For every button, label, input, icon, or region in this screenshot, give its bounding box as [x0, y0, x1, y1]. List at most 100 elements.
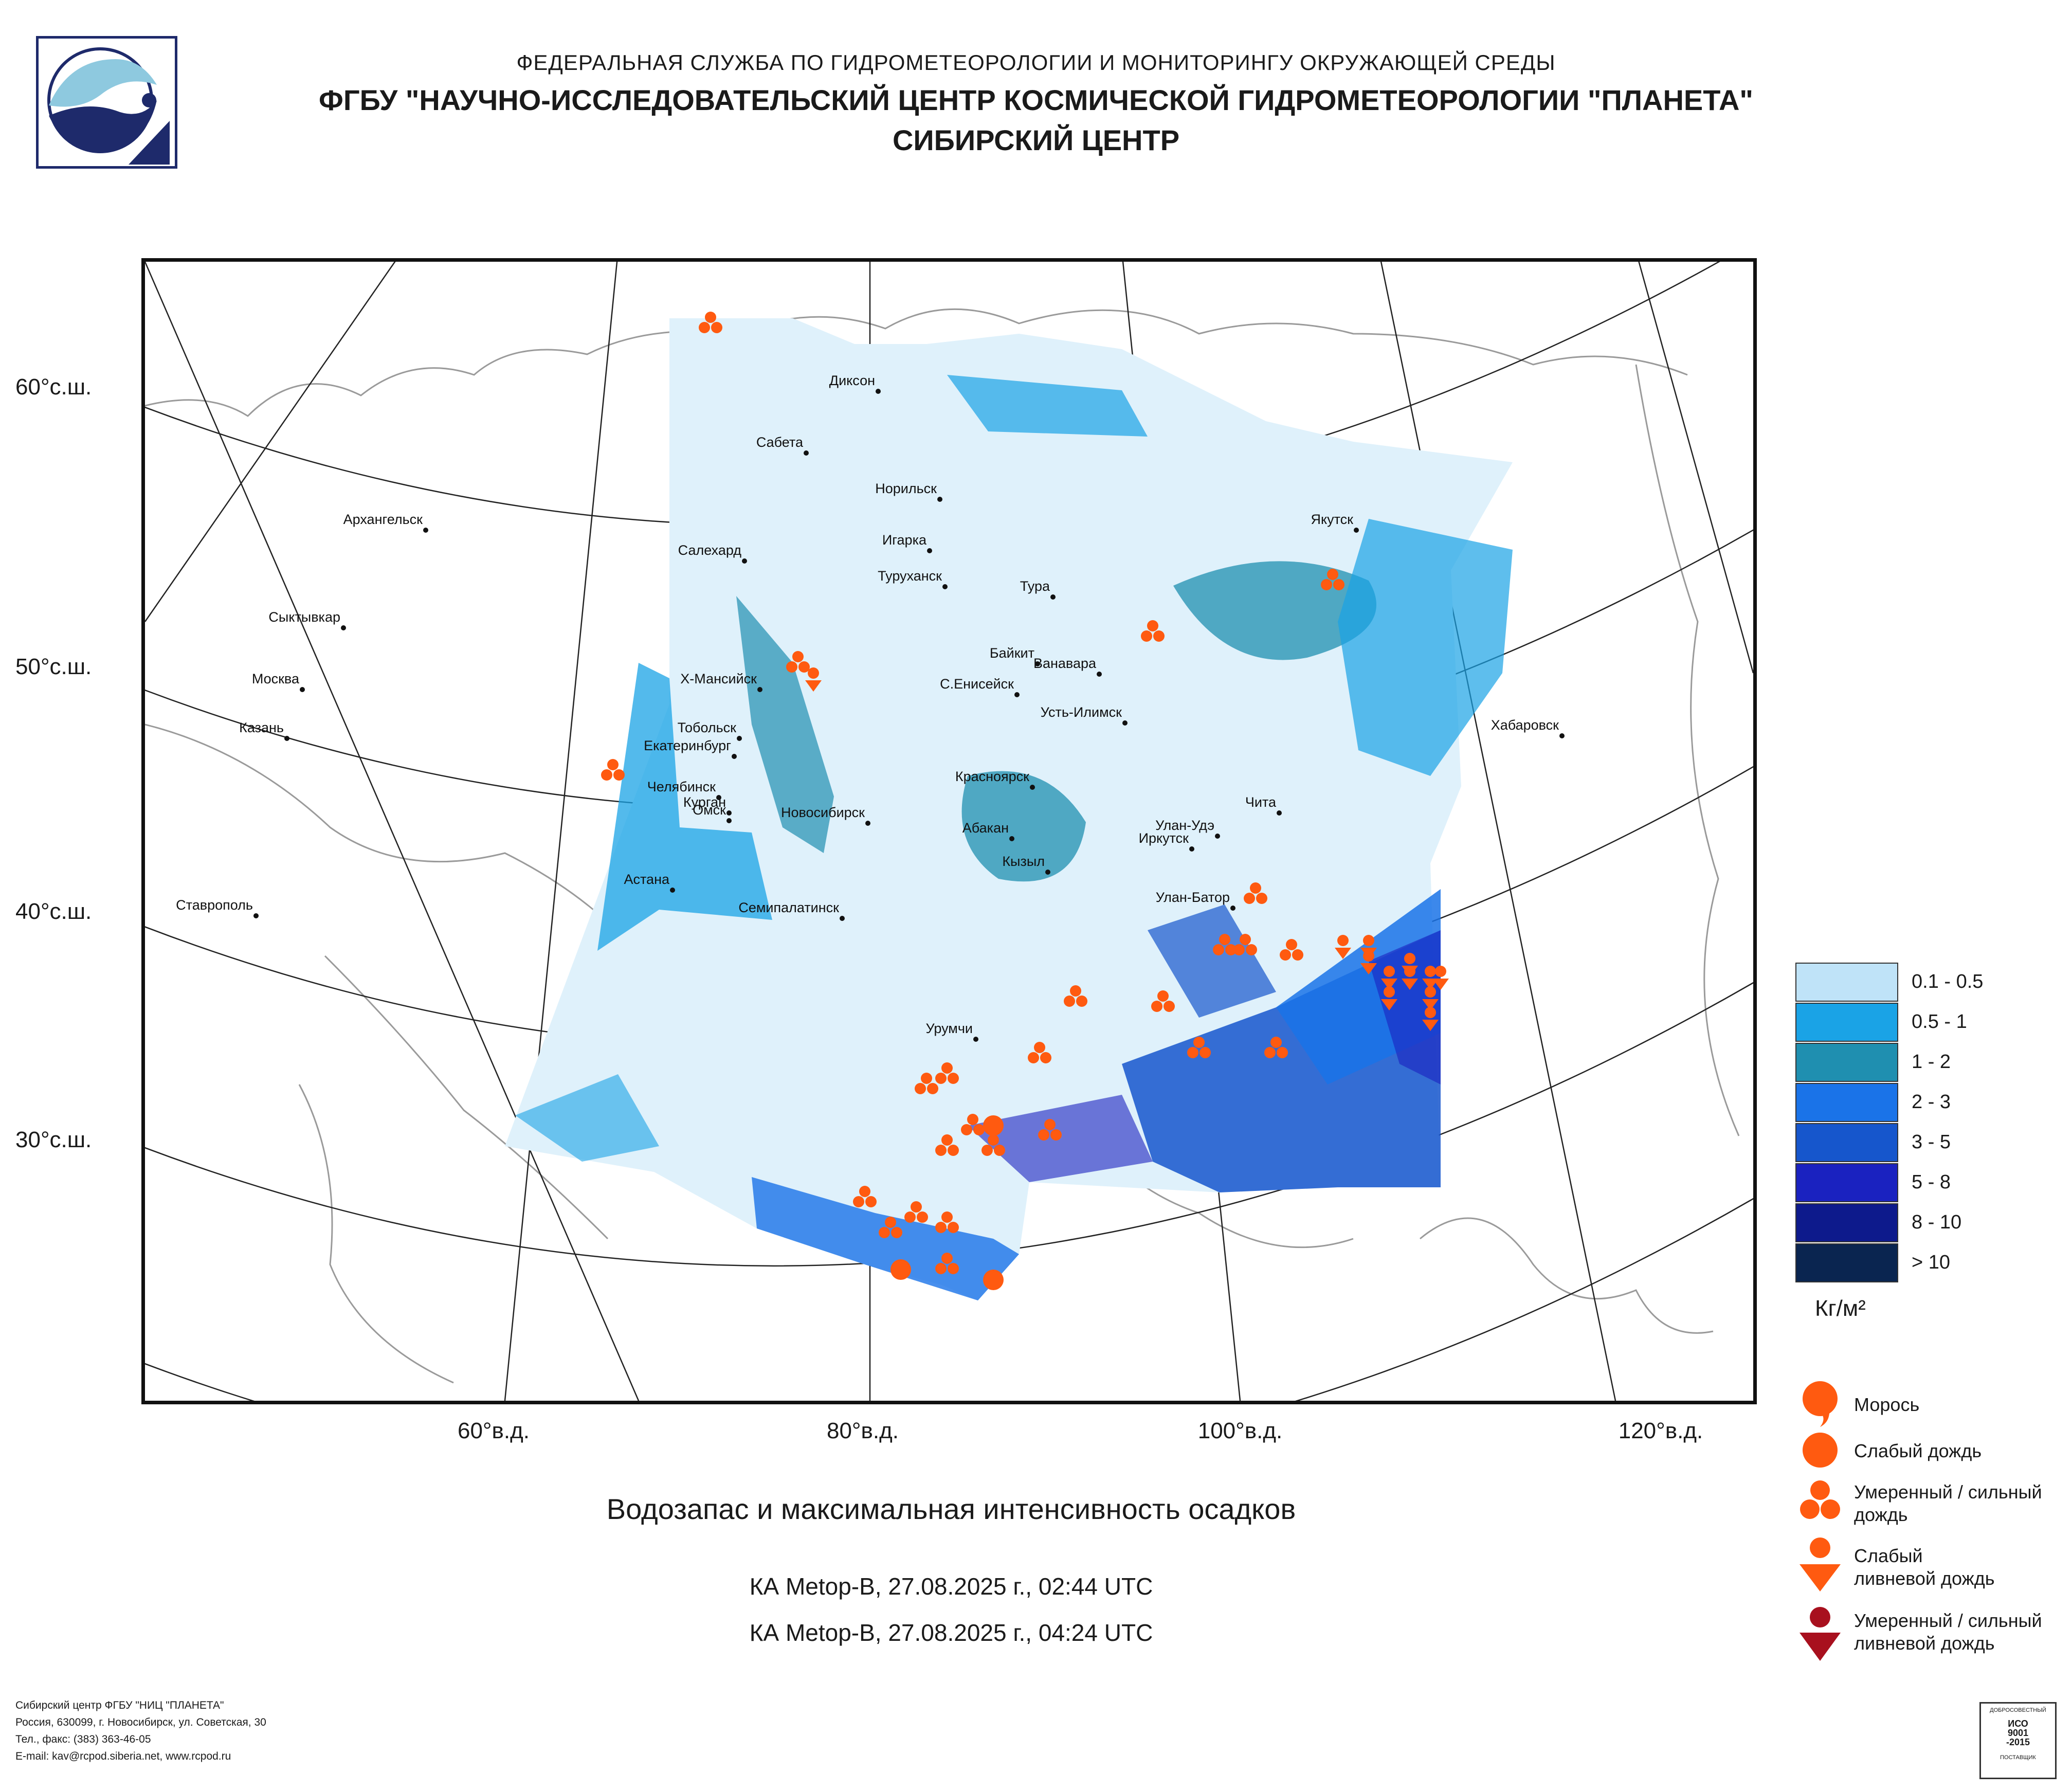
rain-symbol: [1199, 1047, 1211, 1058]
city-label: С.Енисейск: [940, 676, 1014, 692]
shower-symbol: [1402, 979, 1418, 990]
city-label: Х-Мансийск: [680, 671, 757, 686]
rain-symbol: [1034, 1042, 1045, 1053]
city-dot: [865, 821, 870, 826]
city-dot: [1354, 528, 1359, 533]
rain-symbol: [941, 1211, 953, 1223]
city-label: Тобольск: [678, 720, 737, 735]
satellite-pass-2: КА Metop-B, 27.08.2025 г., 04:24 UTC: [749, 1619, 1153, 1646]
rain-symbol: [1292, 949, 1303, 961]
rain-symbol: [904, 1211, 916, 1223]
city-dot: [804, 450, 809, 456]
city-label: Хабаровск: [1491, 717, 1559, 733]
rain-symbol: [1219, 934, 1230, 945]
city-dot: [1230, 906, 1235, 911]
city-dot: [757, 687, 762, 692]
city-label: Чита: [1245, 794, 1277, 810]
rain-symbol: [1070, 985, 1081, 997]
rain-symbol: [1187, 1047, 1198, 1058]
shower-symbol: [1435, 966, 1446, 977]
legend-moderate-rain: Умеренный / сильный дождь: [1854, 1481, 2042, 1525]
rain-symbol: [1280, 949, 1291, 961]
light-rain-symbol: [983, 1115, 1004, 1136]
city-label: Ванавара: [1033, 656, 1097, 671]
rain-symbol: [865, 1196, 877, 1207]
legend-range-label: 2 - 3: [1912, 1091, 1951, 1113]
rain-symbol: [948, 1145, 959, 1156]
lat-label-50: 50°с.ш.: [15, 654, 92, 679]
map-title: Водозапас и максимальная интенсивность о…: [606, 1493, 1296, 1525]
rain-symbol: [1327, 569, 1338, 580]
rain-symbol: [1044, 1119, 1056, 1130]
rain-symbol: [1286, 939, 1297, 950]
city-label: Игарка: [882, 532, 927, 548]
legend-unit: Кг/м²: [1815, 1296, 1866, 1321]
legend-swatch: [1795, 1203, 1898, 1242]
rain-symbol: [917, 1211, 928, 1223]
shower-symbol: [1425, 1007, 1436, 1018]
rain-symbol: [1076, 996, 1087, 1007]
legend-swatch: [1795, 1163, 1898, 1202]
city-dot: [1035, 661, 1040, 666]
city-label: Сыктывкар: [268, 609, 340, 625]
rain-symbol: [935, 1263, 947, 1274]
rain-symbol: [948, 1263, 959, 1274]
rain-symbol: [982, 1145, 993, 1156]
city-dot: [670, 888, 675, 893]
legend-swatch: [1795, 1083, 1898, 1122]
lat-label-30: 30°с.ш.: [15, 1127, 92, 1152]
legend-heavy-shower: Умеренный / сильный ливневой дождь: [1854, 1610, 2042, 1654]
rain-symbol: [921, 1073, 932, 1084]
city-dot: [937, 497, 942, 502]
rain-symbol: [859, 1186, 870, 1197]
precipitation-map[interactable]: Диксон Сабета Норильск Архангельск Игарка Сал…: [141, 258, 1757, 1404]
rain-symbol: [935, 1222, 947, 1233]
rain-symbol: [1040, 1052, 1051, 1063]
rain-symbol: [967, 1114, 978, 1125]
rain-symbol: [607, 759, 619, 770]
rain-symbol: [1264, 1047, 1276, 1058]
legend-swatch: [1795, 963, 1898, 1002]
rain-symbol: [885, 1217, 896, 1228]
city-label: Улан-Батор: [1156, 890, 1230, 905]
city-dot: [1122, 720, 1128, 726]
city-dot: [423, 528, 428, 533]
city-label: Сабета: [756, 435, 804, 450]
city-dot: [1045, 870, 1050, 875]
lon-label-100: 100°в.д.: [1197, 1418, 1283, 1443]
legend-range-label: 1 - 2: [1912, 1051, 1951, 1073]
rain-symbol: [853, 1196, 864, 1207]
city-label: Усть-Илимск: [1041, 704, 1122, 720]
rain-symbol: [935, 1073, 947, 1084]
shower-symbol: [1381, 979, 1397, 990]
rain-symbol: [1240, 934, 1251, 945]
city-label: Семипалатинск: [738, 900, 839, 915]
city-label: Туруханск: [878, 568, 942, 584]
rain-symbol: [1193, 1037, 1205, 1048]
rain-symbol: [1157, 990, 1169, 1002]
shower-symbol: [1337, 935, 1349, 946]
city-label: Норильск: [875, 481, 937, 496]
city-label: Казань: [239, 720, 284, 735]
header-center: СИБИРСКИЙ ЦЕНТР: [892, 124, 1180, 156]
rain-symbol: [1064, 996, 1075, 1007]
footer-org: Сибирский центр ФГБУ "НИЦ "ПЛАНЕТА": [15, 1699, 224, 1711]
rain-symbol: [1256, 893, 1267, 904]
city-label: Курган: [683, 794, 726, 810]
city-label: Абакан: [962, 820, 1009, 836]
city-dot: [726, 810, 732, 816]
city-dot: [253, 913, 259, 918]
map-graticule: [145, 262, 1753, 1401]
rain-symbol: [941, 1062, 953, 1074]
rain-symbol: [879, 1227, 890, 1238]
rain-symbol: [786, 661, 797, 673]
rain-symbol: [948, 1222, 959, 1233]
shower-symbol: [1363, 950, 1374, 962]
city-dot: [300, 687, 305, 692]
rain-symbol: [911, 1201, 922, 1213]
shower-symbol: [808, 667, 819, 679]
lat-label-60: 60°с.ш.: [15, 374, 92, 400]
geography-outlines: [145, 308, 1740, 1384]
legend-light-rain: Слабый дождь: [1854, 1440, 1982, 1461]
lon-label-120: 120°в.д.: [1618, 1418, 1703, 1443]
